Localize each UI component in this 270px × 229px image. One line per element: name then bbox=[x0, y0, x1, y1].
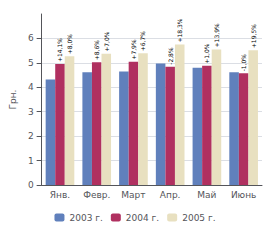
svg-text:+14,1%: +14,1% bbox=[56, 38, 63, 62]
svg-text:Февр.: Февр. bbox=[83, 190, 110, 200]
svg-text:2004 г.: 2004 г. bbox=[126, 213, 159, 223]
svg-text:Март: Март bbox=[121, 190, 145, 200]
svg-text:2003 г.: 2003 г. bbox=[69, 213, 102, 223]
svg-text:5: 5 bbox=[28, 58, 34, 68]
svg-text:+8,0%: +8,0% bbox=[66, 34, 73, 55]
svg-text:6: 6 bbox=[28, 33, 34, 43]
svg-text:+7,9%: +7,9% bbox=[130, 39, 137, 60]
svg-text:Апр.: Апр. bbox=[160, 190, 181, 200]
svg-text:-2,8%: -2,8% bbox=[167, 47, 174, 65]
svg-text:+18,3%: +18,3% bbox=[176, 18, 183, 42]
svg-text:1: 1 bbox=[28, 156, 34, 166]
svg-text:Май: Май bbox=[197, 190, 216, 200]
svg-text:3: 3 bbox=[28, 107, 34, 117]
svg-text:4: 4 bbox=[28, 82, 34, 92]
svg-text:0: 0 bbox=[28, 180, 34, 190]
svg-text:+1,0%: +1,0% bbox=[203, 43, 210, 64]
svg-text:2: 2 bbox=[28, 131, 34, 141]
svg-text:+13,9%: +13,9% bbox=[213, 23, 220, 47]
svg-text:Июнь: Июнь bbox=[231, 190, 257, 200]
svg-text:2005 г.: 2005 г. bbox=[182, 213, 215, 223]
svg-text:+8,6%: +8,6% bbox=[93, 40, 100, 61]
svg-text:+19,5%: +19,5% bbox=[250, 24, 257, 48]
svg-text:Грн.: Грн. bbox=[8, 90, 18, 110]
svg-text:+6,7%: +6,7% bbox=[139, 31, 146, 52]
svg-text:Янв.: Янв. bbox=[50, 190, 70, 200]
svg-text:-1,0%: -1,0% bbox=[240, 54, 247, 72]
svg-text:+7,0%: +7,0% bbox=[103, 31, 110, 52]
